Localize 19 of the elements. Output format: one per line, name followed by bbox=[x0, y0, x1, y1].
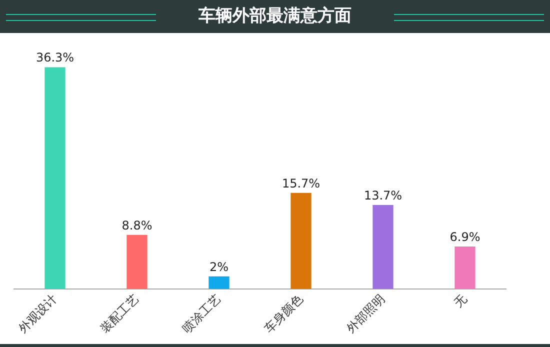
x-tick-label: 装配工艺 bbox=[98, 292, 142, 336]
data-label: 2% bbox=[209, 260, 229, 274]
data-label: 8.8% bbox=[122, 218, 152, 232]
x-tick-label: 喷涂工艺 bbox=[180, 292, 224, 336]
x-tick-label: 无 bbox=[451, 292, 470, 310]
x-tick-label: 外观设计 bbox=[16, 292, 60, 336]
bar bbox=[372, 205, 394, 289]
bar bbox=[454, 246, 476, 289]
bar bbox=[290, 192, 312, 289]
data-label: 13.7% bbox=[364, 188, 402, 202]
bar bbox=[44, 67, 66, 289]
data-label: 6.9% bbox=[450, 230, 480, 244]
x-tick-label: 外部照明 bbox=[344, 292, 388, 336]
chart-title: 车辆外部最满意方面 bbox=[190, 6, 360, 26]
data-label: 36.3% bbox=[36, 50, 74, 65]
x-tick-label: 车身颜色 bbox=[262, 292, 306, 336]
data-label: 15.7% bbox=[282, 176, 320, 190]
bar bbox=[126, 234, 148, 289]
bar bbox=[208, 276, 230, 289]
